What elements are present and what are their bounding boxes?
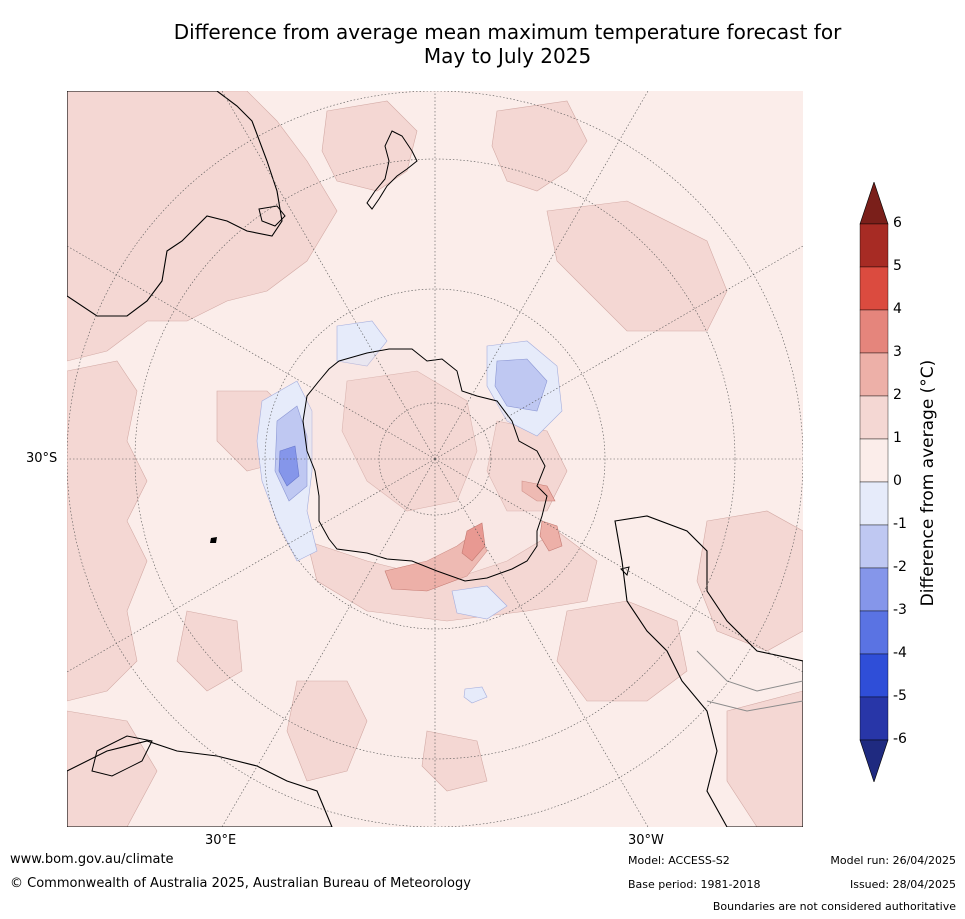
colorbar-tick-label: 6 (893, 215, 902, 231)
colorbar-bin (859, 223, 889, 268)
map-panel (67, 91, 803, 827)
anomaly-negative-regions (256, 320, 563, 704)
footer-model: Model: ACCESS-S2 (628, 854, 730, 867)
colorbar-bin (859, 653, 889, 698)
meridian-lines (67, 91, 803, 827)
colorbar-tick-label: 2 (893, 387, 902, 403)
colorbar-tick-label: -3 (893, 602, 907, 618)
colorbar-over-triangle (859, 182, 889, 225)
colorbar-bin (859, 610, 889, 655)
footer-model-run: Model run: 26/04/2025 (830, 854, 956, 867)
colorbar-tick-label: -2 (893, 559, 907, 575)
colorbar-bin (859, 438, 889, 483)
map-title: Difference from average mean maximum tem… (60, 20, 955, 68)
colorbar-tick-label: 3 (893, 344, 902, 360)
tasmania-outline (258, 205, 286, 227)
title-line-1: Difference from average mean maximum tem… (173, 20, 842, 44)
colorbar-tick-label: -1 (893, 516, 907, 532)
colorbar-tick-label: 0 (893, 473, 902, 489)
colorbar-bin (859, 395, 889, 440)
colorbar-bin (859, 352, 889, 397)
colorbar (859, 182, 889, 782)
colorbar-bin (859, 266, 889, 311)
colorbar-bin (859, 481, 889, 526)
small-island (210, 537, 217, 543)
colorbar-bin (859, 524, 889, 569)
footer-issued: Issued: 28/04/2025 (849, 878, 956, 891)
longitude-label-30e: 30°E (205, 833, 237, 848)
footer-copyright: © Commonwealth of Australia 2025, Austra… (10, 876, 471, 891)
colorbar-tick-label: 5 (893, 258, 902, 274)
footer-disclaimer: Boundaries are not considered authoritat… (712, 900, 956, 913)
anomaly-1-to-2-regions (67, 91, 803, 827)
south-america-outline (614, 515, 803, 827)
colorbar-bin (859, 309, 889, 354)
anomaly-warm-core-regions (384, 480, 563, 592)
colorbar-bin (859, 696, 889, 741)
south-america-borders (696, 650, 803, 712)
colorbar-tick-label: 4 (893, 301, 902, 317)
footer-base-period: Base period: 1981-2018 (628, 878, 761, 891)
colorbar-tick-label: -4 (893, 645, 907, 661)
colorbar-tick-label: 1 (893, 430, 902, 446)
madagascar-outline (91, 735, 153, 777)
longitude-label-30w: 30°W (628, 833, 664, 848)
colorbar-under-triangle (859, 739, 889, 782)
footer-url[interactable]: www.bom.gov.au/climate (10, 852, 174, 867)
colorbar-tick-label: -6 (893, 731, 907, 747)
title-line-2: May to July 2025 (423, 44, 592, 68)
latitude-label-30s: 30°S (26, 451, 58, 466)
colorbar-label: Difference from average (°C) (918, 359, 938, 607)
map-svg (67, 91, 803, 827)
falkland-islands (620, 566, 630, 576)
new-zealand-outline (366, 130, 418, 210)
colorbar-bin (859, 567, 889, 612)
colorbar-tick-label: -5 (893, 688, 907, 704)
australia-outline (67, 91, 283, 317)
